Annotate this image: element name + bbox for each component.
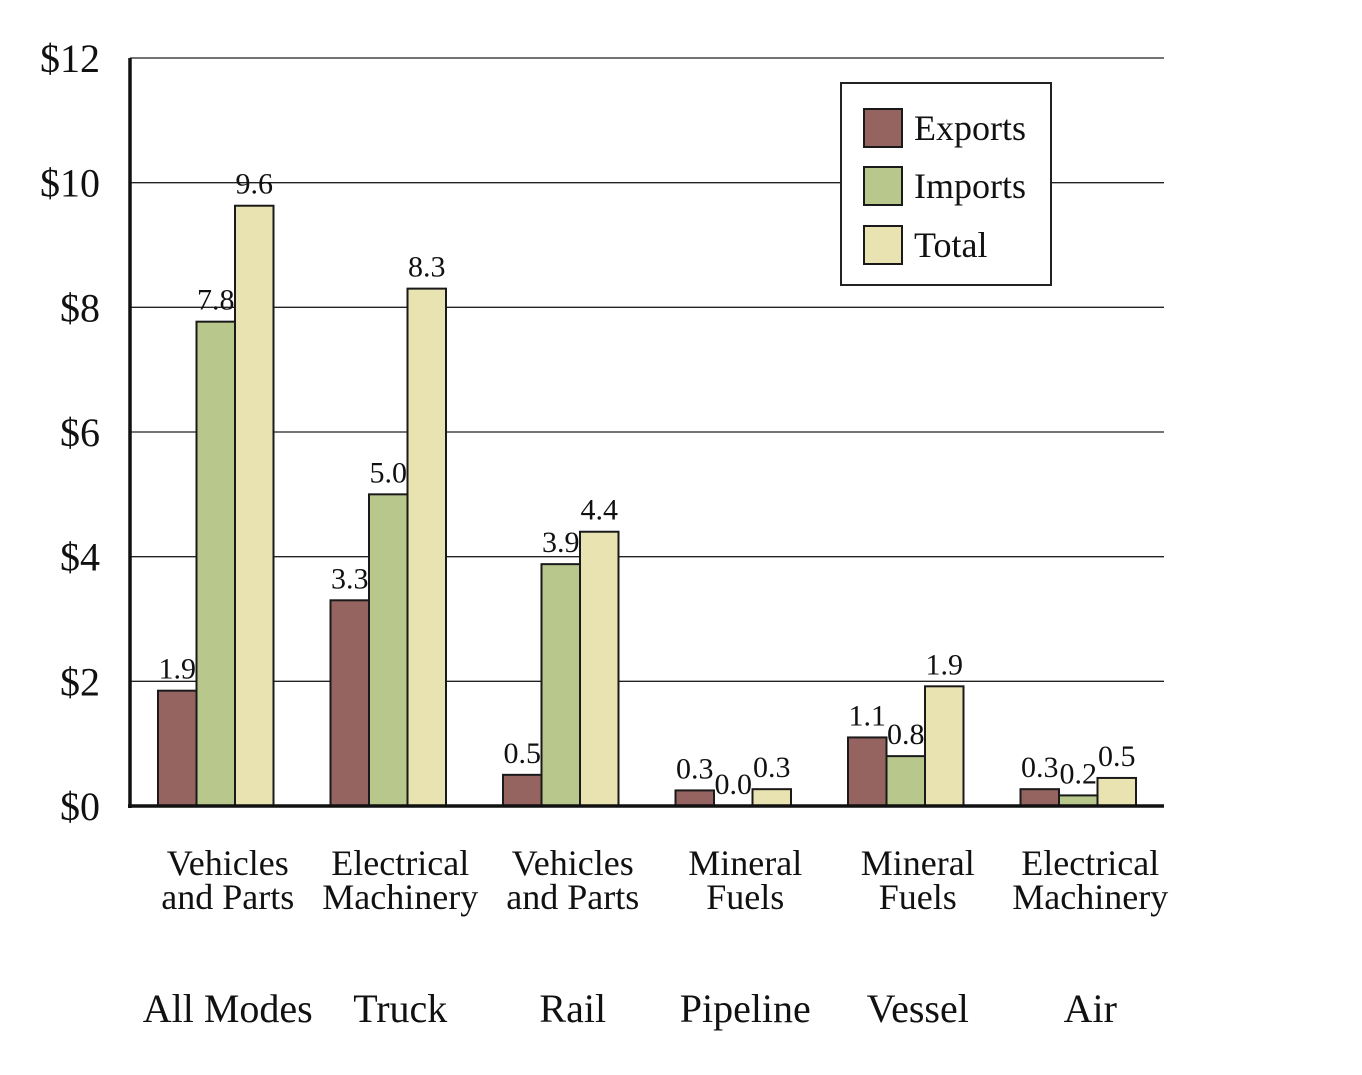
x-category-label: Mineral xyxy=(861,843,975,883)
data-label: 5.0 xyxy=(370,456,408,489)
y-tick-label: $4 xyxy=(60,535,100,580)
x-category-label: Fuels xyxy=(879,877,957,917)
data-label: 0.2 xyxy=(1060,757,1098,790)
x-category-label: Mineral xyxy=(688,843,802,883)
x-mode-label: Vessel xyxy=(867,986,969,1031)
y-tick-label: $12 xyxy=(40,36,100,81)
legend-swatch xyxy=(863,108,903,148)
bar-total xyxy=(406,287,447,807)
x-category-label: Vehicles xyxy=(167,843,289,883)
data-label: 4.4 xyxy=(581,494,619,527)
data-label: 9.6 xyxy=(236,168,274,201)
bar-imports xyxy=(885,755,926,808)
bar-exports xyxy=(847,736,888,808)
bar-exports xyxy=(1019,788,1060,807)
bar-exports xyxy=(502,773,543,807)
x-category-label: Electrical xyxy=(1021,843,1159,883)
x-mode-label: Pipeline xyxy=(680,986,811,1031)
legend-label: Total xyxy=(914,225,987,265)
data-label: 1.9 xyxy=(926,648,964,681)
bar-imports xyxy=(195,320,236,807)
data-label: 0.8 xyxy=(887,718,925,751)
data-label: 0.3 xyxy=(676,752,714,785)
bar-total xyxy=(579,530,620,807)
y-tick-label: $6 xyxy=(60,410,100,455)
legend-label: Imports xyxy=(914,166,1026,206)
bar-exports xyxy=(674,789,715,808)
bar-total xyxy=(751,788,792,807)
x-category-label: Vehicles xyxy=(512,843,634,883)
data-label: 0.0 xyxy=(715,768,753,801)
y-tick-label: $0 xyxy=(60,784,100,829)
data-label: 1.1 xyxy=(849,699,887,732)
x-category-label: Machinery xyxy=(322,877,478,917)
bar-exports xyxy=(329,599,370,807)
x-category-label: Machinery xyxy=(1012,877,1168,917)
y-tick-label: $10 xyxy=(40,161,100,206)
x-mode-label: All Modes xyxy=(143,986,313,1031)
bar-imports xyxy=(540,563,581,807)
x-category-label: Fuels xyxy=(706,877,784,917)
x-mode-label: Rail xyxy=(539,986,606,1031)
bar-exports xyxy=(157,689,198,808)
data-label: 3.3 xyxy=(331,562,369,595)
bar-total xyxy=(924,685,965,808)
data-label: 7.8 xyxy=(197,284,235,317)
data-label: 0.3 xyxy=(753,751,791,784)
data-label: 8.3 xyxy=(408,251,446,284)
x-mode-label: Air xyxy=(1064,986,1117,1031)
bar-total xyxy=(234,204,275,808)
data-label: 0.5 xyxy=(504,737,542,770)
data-label: 3.9 xyxy=(542,526,580,559)
data-label: 0.5 xyxy=(1098,740,1136,773)
legend-swatch xyxy=(863,225,903,265)
x-category-label: and Parts xyxy=(506,877,639,917)
data-label: 0.3 xyxy=(1021,751,1059,784)
legend-swatch xyxy=(863,166,903,206)
y-tick-label: $8 xyxy=(60,285,100,330)
y-tick-label: $2 xyxy=(60,659,100,704)
data-label: 1.9 xyxy=(159,653,197,686)
bar-imports xyxy=(368,493,409,807)
x-mode-label: Truck xyxy=(353,986,447,1031)
x-category-label: and Parts xyxy=(161,877,294,917)
bar-total xyxy=(1096,776,1137,808)
legend-label: Exports xyxy=(914,108,1026,148)
x-category-label: Electrical xyxy=(331,843,469,883)
